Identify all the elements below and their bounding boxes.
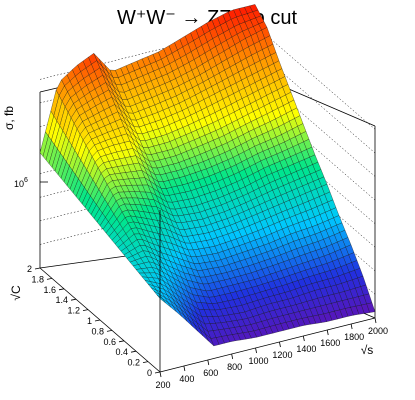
x-tick-mark [183,365,186,372]
x-axis-label: √s [361,343,374,357]
x-tick-mark [207,359,210,366]
y-tick-label: 1.8 [31,274,44,284]
y-tick-label: 1.6 [43,285,56,295]
y-tick-mark [130,350,137,353]
y-axis-label: √C [9,285,23,301]
x-tick-mark [159,371,162,378]
y-tick-mark [118,340,125,343]
x-tick-label: 2000 [368,326,388,336]
x-tick-mark [326,329,329,336]
surface-cell [156,294,166,304]
x-tick-label: 1400 [296,344,316,354]
x-tick-mark [374,317,377,324]
x-axis-line [159,317,376,373]
x-tick-label: 1600 [320,338,340,348]
x-tick-mark [302,335,305,342]
y-tick-label: 0 [147,368,152,378]
x-tick-mark [255,347,257,354]
y-tick-label: 0.6 [103,337,116,347]
y-tick-mark [154,371,161,374]
y-tick-mark [142,361,149,363]
z-axis-label: σ, fb [2,106,16,130]
y-tick-mark [94,319,101,322]
x-tick-mark [231,353,234,360]
y-tick-label: 1 [87,316,92,326]
y-tick-label: 0.4 [115,347,128,357]
z-axis: 106 σ, fb [2,106,48,189]
y-tick-mark [70,298,77,301]
y-tick-label: 0.8 [91,326,104,336]
y-tick-mark [106,330,113,332]
x-tick-label: 200 [155,380,170,390]
x-tick-label: 400 [179,374,194,384]
x-tick-label: 1200 [272,350,292,360]
z-tick-label: 106 [14,177,28,189]
y-tick-label: 1.2 [67,306,80,316]
x-tick-label: 800 [227,362,242,372]
y-tick-label: 2 [27,264,32,274]
x-tick-label: 600 [203,368,218,378]
x-tick-label: 1000 [249,356,269,366]
y-tick-mark [58,288,65,291]
y-tick-mark [34,267,41,270]
y-tick-label: 1.4 [55,295,68,305]
y-axis-ticks: 0 0.20.40.60.81 1.21.41.61.82 [27,264,161,378]
y-tick-mark [82,309,89,311]
x-tick-label: 1800 [344,332,364,342]
y-tick-label: 0.2 [127,358,140,368]
y-tick-mark [46,278,53,280]
x-tick-mark [350,323,353,330]
x-tick-mark [279,341,281,348]
surface-mesh [39,4,376,347]
